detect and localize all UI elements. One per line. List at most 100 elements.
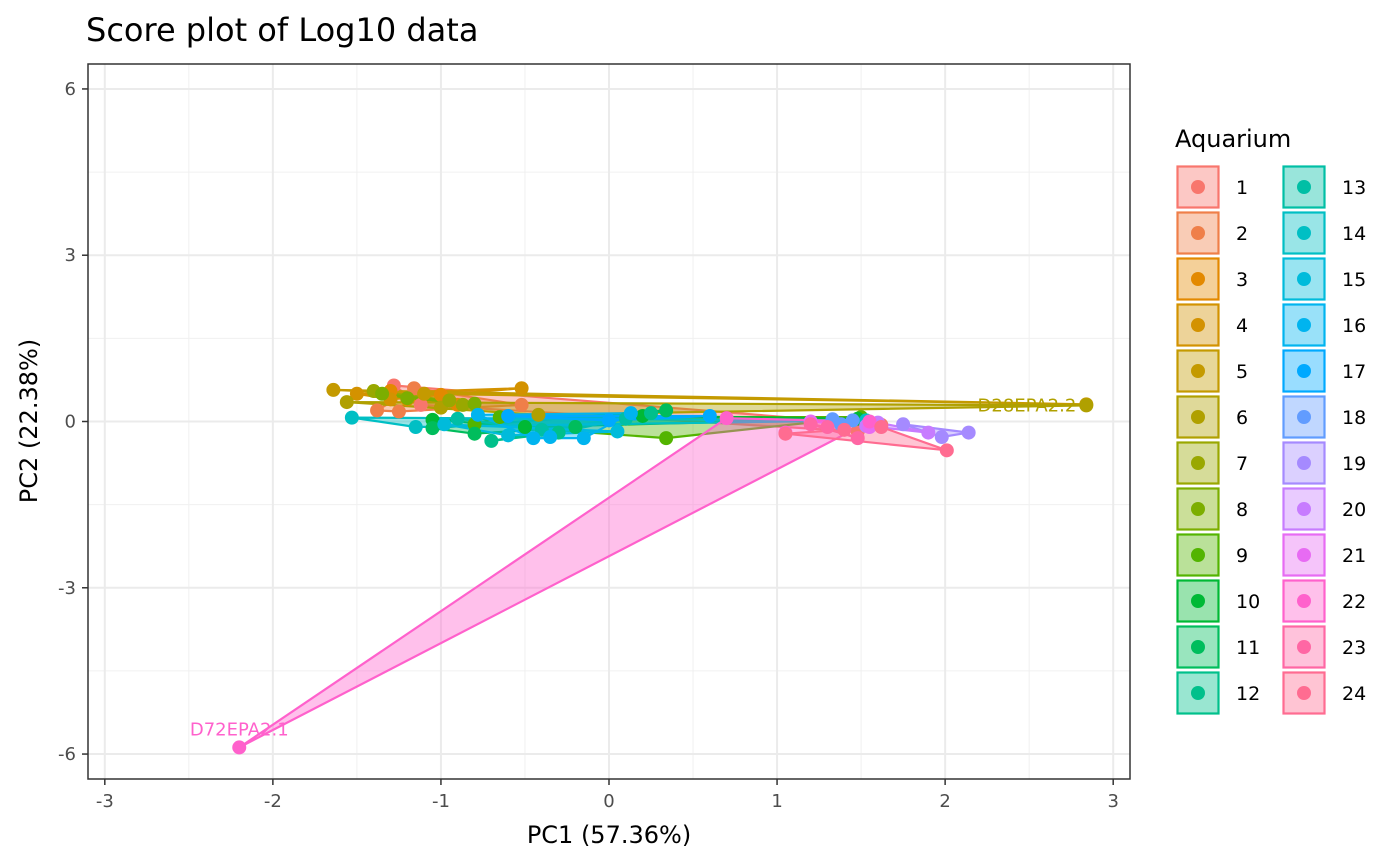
x-axis: -3 -2 -1 0 1 2 3 <box>96 779 1119 812</box>
legend-key-17 <box>1282 349 1326 393</box>
point-aquarium-16 <box>623 406 638 421</box>
legend-label: 18 <box>1342 407 1366 429</box>
point-label: D28EPA2.2 <box>978 395 1077 416</box>
point-aquarium-8 <box>467 396 482 411</box>
x-tick-label: 3 <box>1107 791 1118 812</box>
point-aquarium-11 <box>659 403 674 418</box>
point-aquarium-17 <box>702 408 717 423</box>
legend-key-15 <box>1282 257 1326 301</box>
legend-point <box>1191 594 1205 608</box>
x-tick-label: -3 <box>96 791 114 812</box>
point-aquarium-22 <box>862 414 877 429</box>
legend-key-12 <box>1176 671 1220 715</box>
legend-key-9 <box>1176 533 1220 577</box>
data-points <box>232 378 1094 755</box>
legend-label: 6 <box>1236 407 1248 429</box>
x-tick-label: 1 <box>771 791 782 812</box>
legend-key-10 <box>1176 579 1220 623</box>
legend-key-6 <box>1176 395 1220 439</box>
legend-label: 4 <box>1236 315 1248 337</box>
legend-point <box>1297 456 1311 470</box>
y-axis-title: PC2 (22.38%) <box>15 339 43 503</box>
point-aquarium-24 <box>874 420 889 435</box>
point-aquarium-6 <box>531 407 546 422</box>
legend-point <box>1297 180 1311 194</box>
x-tick-label: -1 <box>432 791 450 812</box>
legend-swatch <box>1282 671 1326 715</box>
point-aquarium-7 <box>442 393 457 408</box>
point-aquarium-8 <box>375 386 390 401</box>
legend-label: 23 <box>1342 637 1366 659</box>
legend-point <box>1297 272 1311 286</box>
legend-label: 16 <box>1342 315 1366 337</box>
point-aquarium-7 <box>455 397 470 412</box>
point-aquarium-19 <box>961 425 976 440</box>
legend-key-14 <box>1282 211 1326 255</box>
legend-key-2 <box>1176 211 1220 255</box>
chart-title: Score plot of Log10 data <box>86 11 478 49</box>
legend-title: Aquarium <box>1175 125 1291 153</box>
legend-swatch <box>1282 211 1326 255</box>
point-aquarium-11 <box>568 420 583 435</box>
legend-point <box>1191 410 1205 424</box>
point-aquarium-16 <box>543 430 558 445</box>
legend-label: 5 <box>1236 361 1248 383</box>
legend-point <box>1191 180 1205 194</box>
legend-point <box>1191 364 1205 378</box>
legend-label: 10 <box>1236 591 1260 613</box>
legend-label: 15 <box>1342 269 1366 291</box>
x-tick-label: 0 <box>603 791 614 812</box>
plot-panel: D28EPA2.2 D72EPA2.1 <box>87 63 1131 780</box>
legend-point <box>1297 226 1311 240</box>
legend-point <box>1297 410 1311 424</box>
y-tick-label: -6 <box>58 744 76 765</box>
legend-point <box>1297 318 1311 332</box>
point-aquarium-22 <box>719 411 734 426</box>
point-aquarium-12 <box>644 406 659 421</box>
legend-label: 9 <box>1236 545 1248 567</box>
legend-key-7 <box>1176 441 1220 485</box>
point-aquarium-14 <box>344 410 359 425</box>
point-aquarium-4 <box>349 386 364 401</box>
point-aquarium-10 <box>517 420 532 435</box>
point-aquarium-24 <box>939 443 954 458</box>
legend-point <box>1297 686 1311 700</box>
x-axis-title: PC1 (57.36%) <box>527 821 691 849</box>
legend-point <box>1191 318 1205 332</box>
point-aquarium-12 <box>484 433 499 448</box>
legend-key-11 <box>1176 625 1220 669</box>
legend-label: 21 <box>1342 545 1366 567</box>
legend-label: 22 <box>1342 591 1366 613</box>
y-tick-label: -3 <box>58 578 76 599</box>
legend-key-3 <box>1176 257 1220 301</box>
legend-key-23 <box>1282 625 1326 669</box>
point-aquarium-6 <box>1079 398 1094 413</box>
point-aquarium-5 <box>326 382 341 397</box>
legend-point <box>1297 640 1311 654</box>
point-aquarium-16 <box>576 431 591 446</box>
point-aquarium-2 <box>370 403 385 418</box>
point-aquarium-19 <box>934 430 949 445</box>
point-aquarium-19 <box>896 417 911 432</box>
point-aquarium-11 <box>425 421 440 436</box>
point-aquarium-22 <box>232 740 247 755</box>
point-aquarium-2 <box>391 404 406 419</box>
legend-point <box>1191 456 1205 470</box>
legend-label: 11 <box>1236 637 1260 659</box>
legend-point <box>1297 548 1311 562</box>
legend-point <box>1191 686 1205 700</box>
legend-key-1 <box>1176 165 1220 209</box>
legend-label: 8 <box>1236 499 1248 521</box>
point-aquarium-18 <box>845 413 860 428</box>
legend-point <box>1191 502 1205 516</box>
point-aquarium-17 <box>602 413 616 428</box>
point-aquarium-23 <box>820 420 835 435</box>
legend-label: 3 <box>1236 269 1248 291</box>
legend-key-20 <box>1282 487 1326 531</box>
y-tick-label: 0 <box>65 412 76 433</box>
legend-key-16 <box>1282 303 1326 347</box>
legend-point <box>1297 364 1311 378</box>
y-axis: 6 3 0 -3 -6 <box>58 79 88 765</box>
legend-label: 19 <box>1342 453 1366 475</box>
